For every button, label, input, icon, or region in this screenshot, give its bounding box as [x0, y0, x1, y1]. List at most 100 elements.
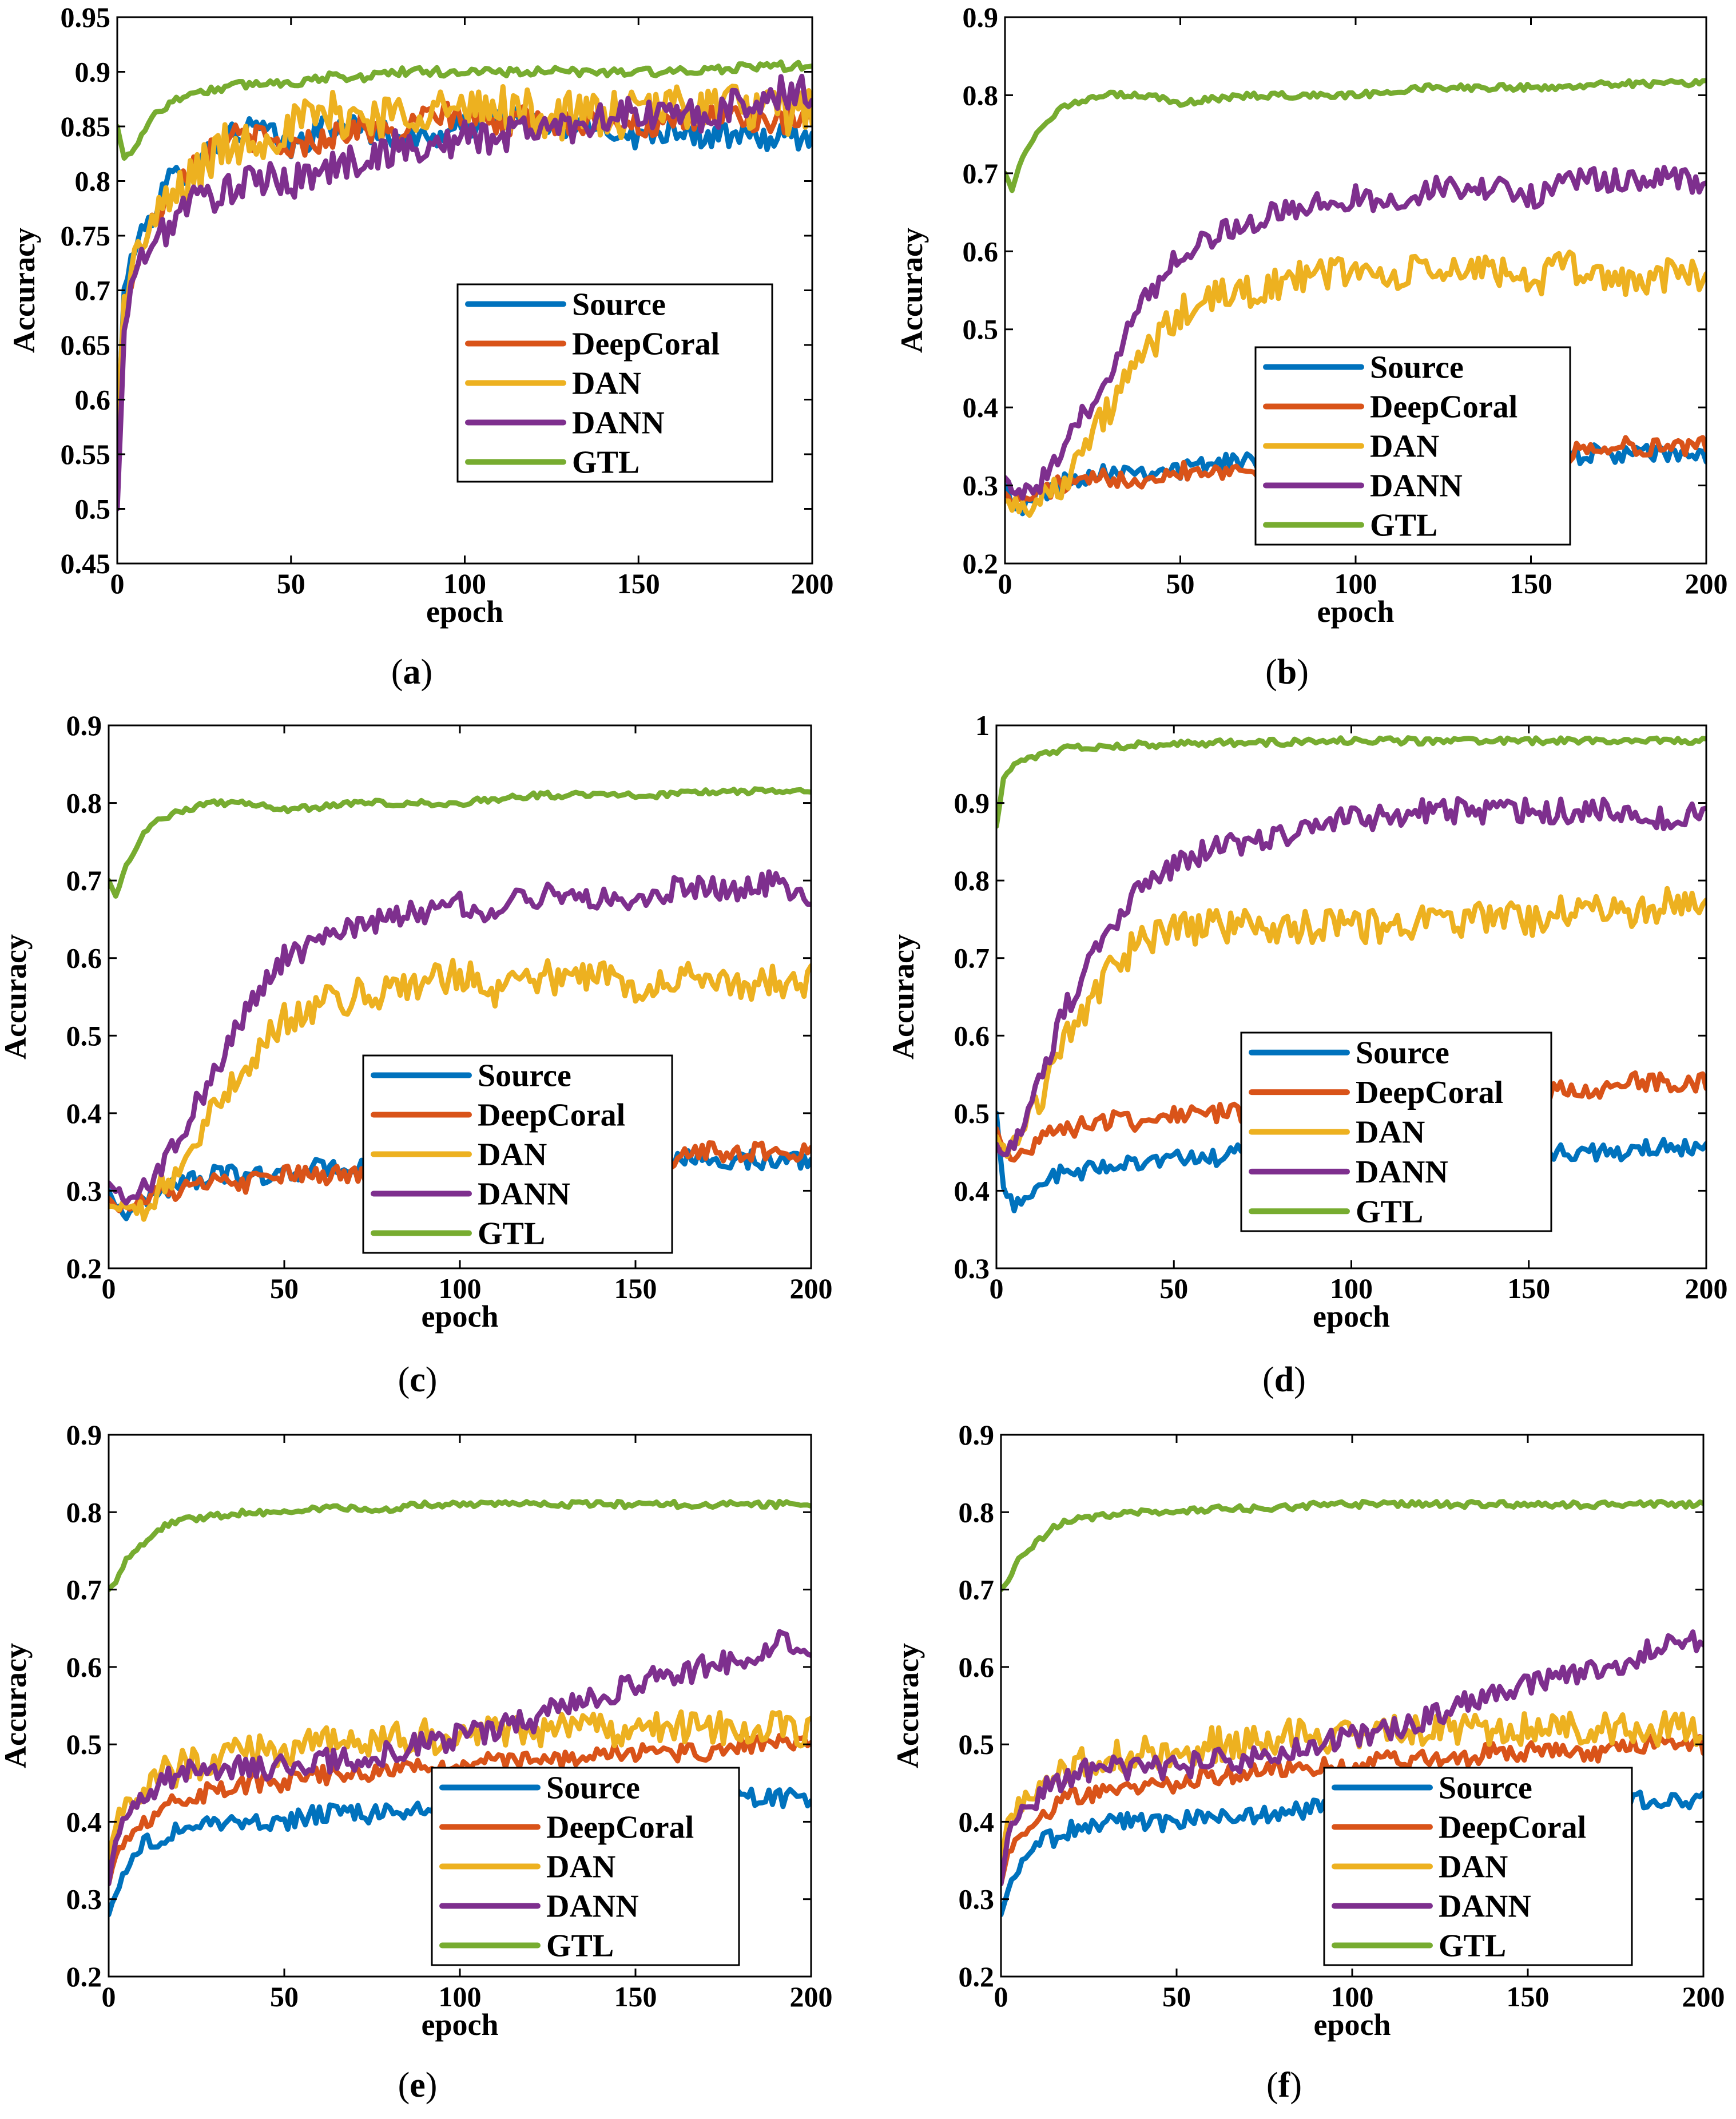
y-tick-label: 0.9	[66, 709, 102, 741]
x-tick-label: 150	[614, 1981, 657, 2013]
x-tick-label: 0	[110, 568, 125, 600]
x-tick-label: 0	[998, 568, 1012, 600]
legend-label-gtl: GTL	[1370, 508, 1437, 543]
x-tick-label: 0	[102, 1981, 116, 2013]
x-tick-label: 50	[270, 1981, 299, 2013]
y-tick-label: 0.9	[959, 1419, 995, 1451]
legend-label-source: Source	[572, 287, 666, 323]
legend: Source DeepCoral DAN DANN GTL	[362, 1054, 673, 1254]
panel-label: (a)	[391, 653, 432, 692]
y-tick-label: 0.4	[66, 1097, 102, 1129]
y-tick-label: 0.8	[954, 864, 990, 896]
legend-label-deepcoral: DeepCoral	[546, 1810, 694, 1846]
x-tick-label: 200	[1685, 568, 1728, 600]
panel-label: (e)	[398, 2066, 438, 2105]
x-tick-label: 150	[1507, 1981, 1550, 2013]
y-tick-label: 0.5	[66, 1728, 102, 1760]
series-line-dan	[109, 958, 811, 1222]
legend-label-dan: DAN	[572, 366, 641, 402]
y-tick-label: 0.75	[61, 220, 111, 252]
series-line-dann	[1005, 165, 1706, 501]
legend-label-dann: DANN	[572, 406, 665, 441]
series-line-dann	[109, 869, 811, 1206]
y-tick-label: 0.8	[66, 1496, 102, 1528]
x-axis-label: epoch	[1317, 594, 1395, 629]
legend-label-dann: DANN	[1439, 1889, 1531, 1924]
x-axis-label: epoch	[422, 1299, 499, 1334]
x-tick-label: 0	[102, 1272, 116, 1304]
x-tick-label: 50	[270, 1272, 299, 1304]
x-axis-label: epoch	[426, 594, 503, 629]
legend-label-deepcoral: DeepCoral	[1356, 1075, 1503, 1110]
y-tick-label: 0.4	[66, 1805, 102, 1838]
x-tick-label: 100	[443, 568, 486, 600]
series-line-gtl	[109, 1498, 811, 1593]
y-tick-label: 0.8	[959, 1496, 995, 1528]
legend: Source DeepCoral DAN DANN GTL	[1240, 1031, 1552, 1232]
y-tick-label: 0.8	[66, 787, 102, 819]
x-tick-label: 150	[614, 1272, 657, 1304]
x-tick-label: 0	[990, 1272, 1004, 1304]
series-line-dann	[109, 1629, 811, 1887]
y-tick-label: 0.5	[66, 1019, 102, 1051]
y-tick-label: 0.65	[61, 329, 111, 361]
x-tick-label: 0	[994, 1981, 1008, 2013]
x-tick-label: 100	[1334, 568, 1377, 600]
chart-panel-e: 0 50 100 150 200 0.2 0.3 0.4 0.5 0.6 0.7 0.8 0.9 epoc…	[0, 1419, 833, 2105]
legend-label-deepcoral: DeepCoral	[572, 327, 720, 362]
panel-label: (d)	[1262, 1360, 1306, 1399]
y-axis-label: Accuracy	[0, 1643, 33, 1768]
y-tick-label: 0.6	[954, 1019, 990, 1051]
y-tick-label: 0.5	[963, 314, 999, 346]
y-axis-label: Accuracy	[7, 228, 41, 353]
y-tick-label: 0.7	[963, 157, 999, 189]
y-tick-label: 0.6	[75, 384, 111, 416]
chart-panel-f: 0 50 100 150 200 0.2 0.3 0.4 0.5 0.6 0.7 0.8 0.9 epoc…	[891, 1419, 1725, 2105]
x-tick-label: 100	[439, 1981, 482, 2013]
legend-label-dann: DANN	[1356, 1154, 1448, 1190]
y-tick-label: 0.6	[66, 942, 102, 974]
legend-label-source: Source	[1356, 1035, 1449, 1071]
y-tick-label: 0.9	[954, 787, 990, 819]
legend: Source DeepCoral DAN DANN GTL	[431, 1767, 740, 1966]
y-tick-label: 0.7	[954, 942, 990, 974]
y-tick-label: 0.7	[66, 1574, 102, 1606]
y-tick-label: 0.3	[66, 1174, 102, 1207]
x-tick-label: 50	[277, 568, 305, 600]
y-tick-label: 0.2	[963, 547, 999, 580]
y-tick-label: 0.45	[61, 547, 111, 580]
x-tick-label: 200	[1685, 1272, 1728, 1304]
y-axis-label: Accuracy	[0, 934, 33, 1060]
y-tick-label: 0.3	[959, 1883, 995, 1915]
series-line-dan	[996, 886, 1706, 1159]
x-tick-label: 50	[1162, 1981, 1191, 2013]
legend-label-dann: DANN	[1370, 469, 1463, 504]
y-tick-label: 0.5	[954, 1097, 990, 1129]
x-tick-label: 50	[1166, 568, 1195, 600]
y-tick-label: 0.85	[61, 110, 111, 142]
series-line-dan	[109, 1709, 811, 1863]
series-line-dann	[996, 796, 1706, 1157]
legend-label-deepcoral: DeepCoral	[1370, 390, 1517, 425]
y-tick-label: 0.9	[66, 1419, 102, 1451]
legend-label-dann: DANN	[478, 1177, 570, 1212]
legend-label-dan: DAN	[1370, 429, 1439, 465]
legend-label-gtl: GTL	[1439, 1928, 1506, 1964]
series-line-gtl	[1001, 1498, 1703, 1593]
legend-label-dann: DANN	[546, 1889, 639, 1924]
series-line-gtl	[117, 59, 812, 161]
y-tick-label: 0.7	[66, 864, 102, 896]
panel-label: (f)	[1266, 2066, 1302, 2105]
series-line-gtl	[996, 735, 1706, 829]
y-tick-label: 0.2	[959, 1961, 995, 1993]
series-line-dan	[1001, 1710, 1703, 1863]
legend-label-source: Source	[1370, 350, 1464, 386]
x-tick-label: 100	[1331, 1981, 1374, 2013]
y-axis-label: Accuracy	[895, 228, 929, 353]
legend-label-source: Source	[546, 1771, 640, 1806]
y-tick-label: 0.6	[963, 235, 999, 267]
y-tick-label: 0.2	[66, 1961, 102, 1993]
y-tick-label: 0.7	[959, 1574, 995, 1606]
legend-label-deepcoral: DeepCoral	[1439, 1810, 1586, 1846]
x-tick-label: 200	[790, 1272, 833, 1304]
